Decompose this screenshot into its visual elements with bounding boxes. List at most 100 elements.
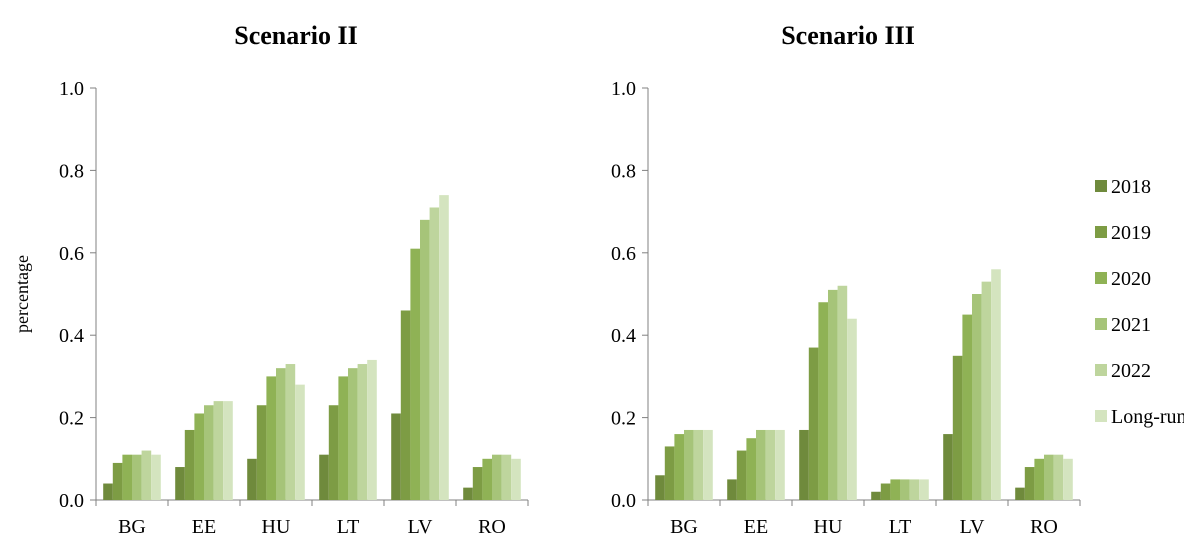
legend-swatch bbox=[1095, 364, 1107, 376]
bar-LT-2018 bbox=[319, 454, 329, 500]
bar-LV-2022 bbox=[981, 281, 992, 500]
bar-LT-2020 bbox=[338, 376, 348, 500]
bar-EE-2020 bbox=[194, 413, 204, 500]
x-tick-label: HU bbox=[814, 516, 843, 538]
bar-LV-Long-run bbox=[439, 195, 449, 500]
y-tick-label: 1.0 bbox=[59, 78, 84, 100]
bar-BG-2022 bbox=[141, 450, 152, 500]
y-tick-label: 1.0 bbox=[611, 78, 636, 100]
x-tick-label: BG bbox=[670, 516, 698, 538]
x-tick-label: HU bbox=[262, 516, 291, 538]
bar-LV-2018 bbox=[943, 434, 953, 500]
x-tick-label: LV bbox=[960, 516, 985, 538]
bar-LV-2019 bbox=[400, 310, 411, 500]
bar-LV-Long-run bbox=[991, 269, 1001, 500]
y-tick-label: 0.2 bbox=[611, 408, 636, 430]
y-tick-label: 0.0 bbox=[611, 490, 636, 512]
x-tick-label: LT bbox=[337, 516, 360, 538]
bar-RO-2020 bbox=[482, 458, 492, 500]
bar-LV-2021 bbox=[972, 294, 982, 500]
bar-EE-2021 bbox=[204, 405, 214, 500]
bar-LV-2021 bbox=[420, 219, 430, 500]
bar-RO-Long-run bbox=[511, 458, 521, 500]
bar-RO-2021 bbox=[492, 454, 502, 500]
bar-LT-Long-run bbox=[919, 479, 929, 500]
legend-swatch bbox=[1095, 272, 1107, 284]
y-tick-label: 0.8 bbox=[59, 160, 84, 182]
bar-LV-2020 bbox=[962, 314, 972, 500]
legend-swatch bbox=[1095, 410, 1107, 422]
bar-LT-Long-run bbox=[367, 359, 377, 500]
bar-BG-2018 bbox=[103, 483, 113, 500]
bar-EE-2022 bbox=[765, 429, 776, 500]
legend-label: 2021 bbox=[1111, 314, 1151, 336]
x-tick-label: EE bbox=[192, 516, 216, 538]
legend-label: Long-run bbox=[1111, 406, 1184, 428]
legend-label: 2022 bbox=[1111, 360, 1151, 382]
bar-LT-2021 bbox=[900, 479, 910, 500]
bar-HU-2021 bbox=[276, 368, 286, 500]
bar-HU-2020 bbox=[818, 302, 828, 500]
bar-RO-2019 bbox=[472, 467, 483, 500]
bar-LT-2018 bbox=[871, 491, 881, 500]
bar-HU-2022 bbox=[285, 364, 296, 500]
bar-LT-2019 bbox=[328, 405, 339, 500]
bar-BG-2020 bbox=[122, 454, 132, 500]
bar-BG-2021 bbox=[132, 454, 142, 500]
legend-swatch bbox=[1095, 318, 1107, 330]
bar-RO-2021 bbox=[1044, 454, 1054, 500]
x-tick-label: RO bbox=[1030, 516, 1058, 538]
y-tick-label: 0.4 bbox=[611, 325, 636, 347]
legend-label: 2019 bbox=[1111, 222, 1151, 244]
bar-HU-Long-run bbox=[847, 318, 857, 500]
bar-LT-2022 bbox=[357, 364, 368, 500]
bar-RO-2022 bbox=[1053, 454, 1064, 500]
x-tick-label: EE bbox=[744, 516, 768, 538]
bar-LT-2022 bbox=[909, 479, 920, 500]
bar-LV-2020 bbox=[410, 248, 420, 500]
x-tick-label: BG bbox=[118, 516, 146, 538]
bar-HU-2018 bbox=[799, 429, 809, 500]
bar-BG-Long-run bbox=[703, 429, 713, 500]
bar-BG-2019 bbox=[664, 446, 675, 500]
bar-EE-2022 bbox=[213, 401, 224, 500]
x-tick-label: LV bbox=[408, 516, 433, 538]
bar-EE-2018 bbox=[727, 479, 737, 500]
bar-LT-2019 bbox=[880, 483, 891, 500]
bar-RO-2019 bbox=[1024, 467, 1035, 500]
bar-RO-2018 bbox=[463, 487, 473, 500]
chart-title: Scenario II bbox=[234, 21, 358, 50]
y-tick-label: 0.4 bbox=[59, 325, 84, 347]
bar-EE-2020 bbox=[746, 438, 756, 500]
bar-LV-2019 bbox=[952, 355, 963, 500]
y-tick-label: 0.8 bbox=[611, 160, 636, 182]
bar-EE-Long-run bbox=[775, 429, 785, 500]
bar-RO-2020 bbox=[1034, 458, 1044, 500]
bar-BG-2022 bbox=[693, 429, 704, 500]
y-tick-label: 0.6 bbox=[59, 243, 84, 265]
x-tick-label: RO bbox=[478, 516, 506, 538]
bar-RO-2022 bbox=[501, 454, 512, 500]
bar-HU-2019 bbox=[808, 347, 819, 500]
x-tick-label: LT bbox=[889, 516, 912, 538]
y-tick-label: 0.6 bbox=[611, 243, 636, 265]
bar-BG-2020 bbox=[674, 434, 684, 500]
bar-HU-2020 bbox=[266, 376, 276, 500]
chart-title: Scenario III bbox=[781, 21, 915, 50]
bar-EE-2019 bbox=[736, 450, 747, 500]
bar-BG-2019 bbox=[112, 462, 123, 500]
bar-HU-2019 bbox=[256, 405, 267, 500]
bar-LT-2021 bbox=[348, 368, 358, 500]
bar-BG-2021 bbox=[684, 429, 694, 500]
bar-HU-2018 bbox=[247, 458, 257, 500]
bar-LV-2018 bbox=[391, 413, 401, 500]
bar-BG-2018 bbox=[655, 475, 665, 500]
bar-BG-Long-run bbox=[151, 454, 161, 500]
bar-LV-2022 bbox=[429, 207, 440, 501]
bar-EE-2018 bbox=[175, 467, 185, 500]
bar-RO-Long-run bbox=[1063, 458, 1073, 500]
y-tick-label: 0.2 bbox=[59, 408, 84, 430]
bar-EE-Long-run bbox=[223, 401, 233, 500]
bar-LT-2020 bbox=[890, 479, 900, 500]
